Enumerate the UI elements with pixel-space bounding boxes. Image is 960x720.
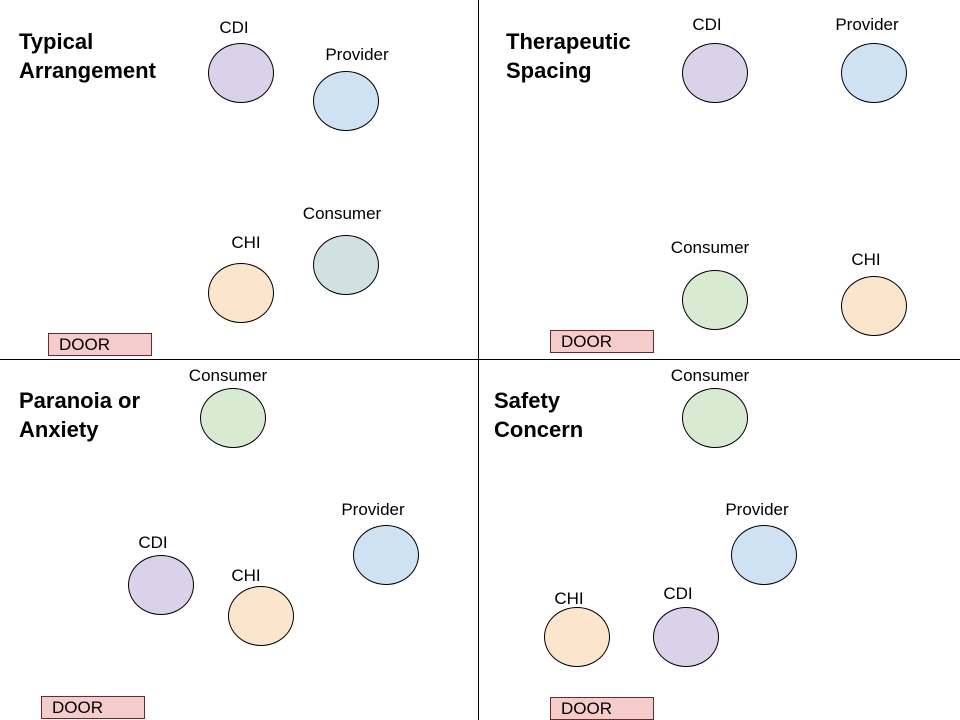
vertical-divider bbox=[478, 0, 479, 720]
q1-consumer-label: Consumer bbox=[302, 204, 382, 223]
q3-title: Paranoia or Anxiety bbox=[19, 388, 141, 442]
q2-provider-circle bbox=[841, 43, 907, 103]
q1-cdi-label: CDI bbox=[219, 18, 249, 37]
q3-chi-circle bbox=[228, 586, 294, 646]
q1-consumer-circle bbox=[313, 235, 379, 295]
q2-cdi-circle bbox=[682, 43, 748, 103]
q2-consumer-label: Consumer bbox=[670, 238, 750, 257]
q4-chi-circle bbox=[544, 607, 610, 667]
q3-provider-circle bbox=[353, 525, 419, 585]
q1-chi-circle bbox=[208, 263, 274, 323]
q2-door: DOOR bbox=[550, 330, 654, 353]
q4-cdi-label: CDI bbox=[663, 584, 693, 603]
q4-consumer-label: Consumer bbox=[670, 366, 750, 385]
q4-chi-label: CHI bbox=[554, 589, 584, 608]
q4-provider-circle bbox=[731, 525, 797, 585]
q1-title: Typical Arrangement bbox=[19, 29, 156, 83]
q4-provider-label: Provider bbox=[725, 500, 789, 519]
q3-consumer-label: Consumer bbox=[188, 366, 268, 385]
q1-door: DOOR bbox=[48, 333, 152, 356]
q3-consumer-circle bbox=[200, 388, 266, 448]
q4-door: DOOR bbox=[550, 697, 654, 720]
q2-cdi-label: CDI bbox=[692, 15, 722, 34]
q3-cdi-label: CDI bbox=[138, 533, 168, 552]
q3-chi-label: CHI bbox=[231, 566, 261, 585]
q4-title: Safety Concern bbox=[494, 388, 584, 442]
q2-chi-label: CHI bbox=[851, 250, 881, 269]
q4-cdi-circle bbox=[653, 607, 719, 667]
q3-cdi-circle bbox=[128, 555, 194, 615]
q2-consumer-circle bbox=[682, 270, 748, 330]
q3-provider-label: Provider bbox=[341, 500, 405, 519]
q2-title: Therapeutic Spacing bbox=[506, 29, 631, 83]
q3-door: DOOR bbox=[41, 696, 145, 719]
q2-provider-label: Provider bbox=[835, 15, 899, 34]
q1-chi-label: CHI bbox=[231, 233, 261, 252]
q4-consumer-circle bbox=[682, 388, 748, 448]
horizontal-divider bbox=[0, 359, 960, 360]
q1-cdi-circle bbox=[208, 43, 274, 103]
q1-provider-circle bbox=[313, 71, 379, 131]
q2-chi-circle bbox=[841, 276, 907, 336]
q1-provider-label: Provider bbox=[325, 45, 389, 64]
